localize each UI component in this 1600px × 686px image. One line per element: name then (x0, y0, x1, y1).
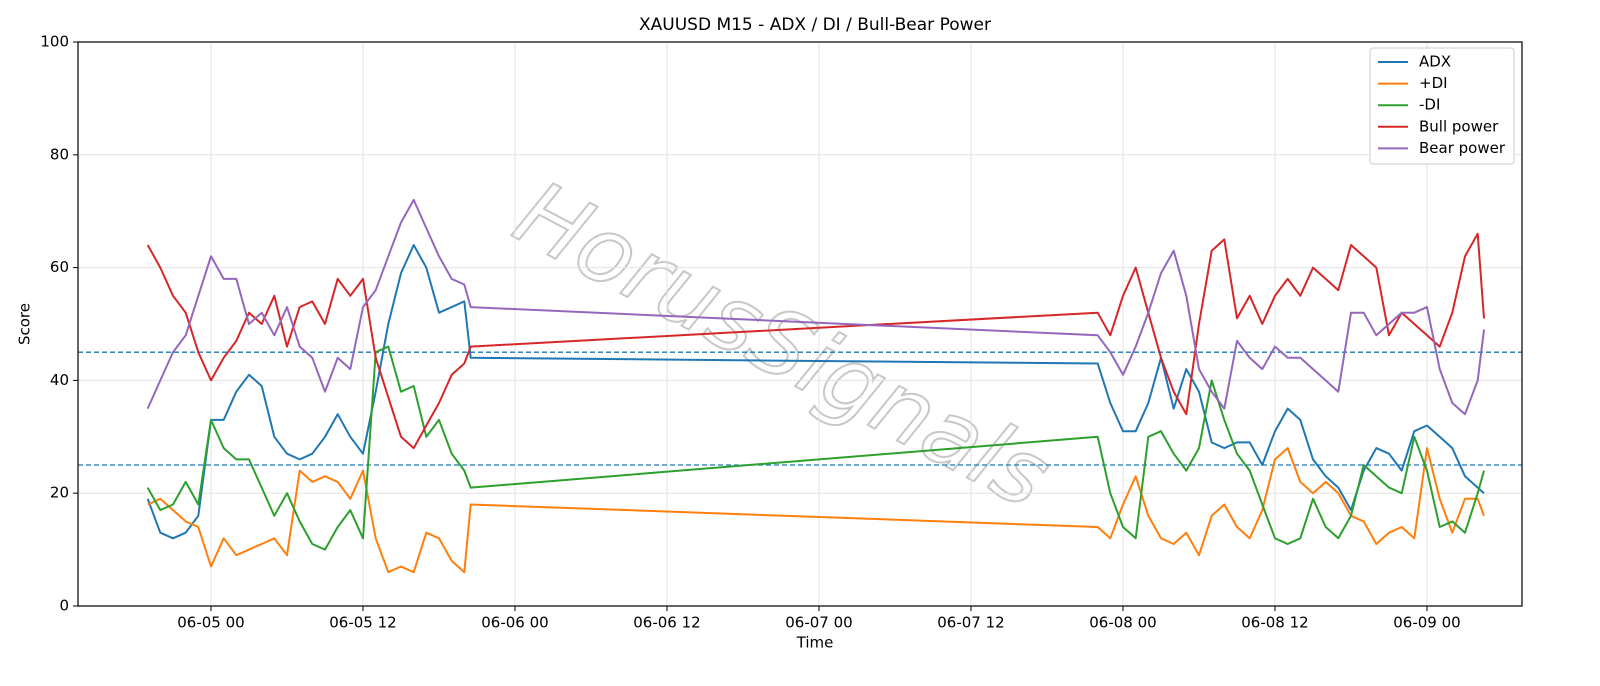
legend-box (1369, 47, 1515, 165)
legend-label: +DI (1419, 74, 1448, 92)
series-line (146, 244, 1485, 540)
x-tick-label: 06-07 00 (785, 614, 852, 632)
y-tick-label: 0 (59, 597, 69, 615)
legend-label: -DI (1419, 96, 1440, 114)
legend: ADX +DI -DI Bull power Bear power (1369, 47, 1515, 165)
legend-label: Bear power (1419, 139, 1506, 157)
y-tick-label: 80 (50, 145, 69, 163)
y-tick-label: 100 (40, 33, 69, 51)
y-tick-label: 60 (50, 258, 69, 276)
series-line (146, 232, 1485, 450)
x-tick-label: 06-05 12 (329, 614, 396, 632)
series-line (146, 345, 1485, 551)
x-tick-label: 06-09 00 (1393, 614, 1460, 632)
y-tick-label: 20 (50, 484, 69, 502)
y-tick-label: 40 (50, 371, 69, 389)
x-tick-label: 06-06 00 (481, 614, 548, 632)
series-line (147, 447, 1485, 574)
x-tick-label: 06-08 00 (1089, 614, 1156, 632)
x-axis-label: Time (796, 634, 834, 652)
y-axis-label: Score (16, 303, 34, 345)
legend-label: Bull power (1419, 117, 1499, 135)
plot-frame (77, 41, 1523, 607)
x-tick-label: 06-07 12 (937, 614, 1004, 632)
chart-title: XAUUSD M15 - ADX / DI / Bull-Bear Power (639, 15, 991, 35)
x-tick-label: 06-06 12 (633, 614, 700, 632)
watermark: HorusSignals (499, 161, 1067, 529)
x-tick-label: 06-08 12 (1241, 614, 1308, 632)
legend-label: ADX (1419, 53, 1451, 71)
x-tick-label: 06-05 00 (177, 614, 244, 632)
series-line (146, 198, 1485, 416)
